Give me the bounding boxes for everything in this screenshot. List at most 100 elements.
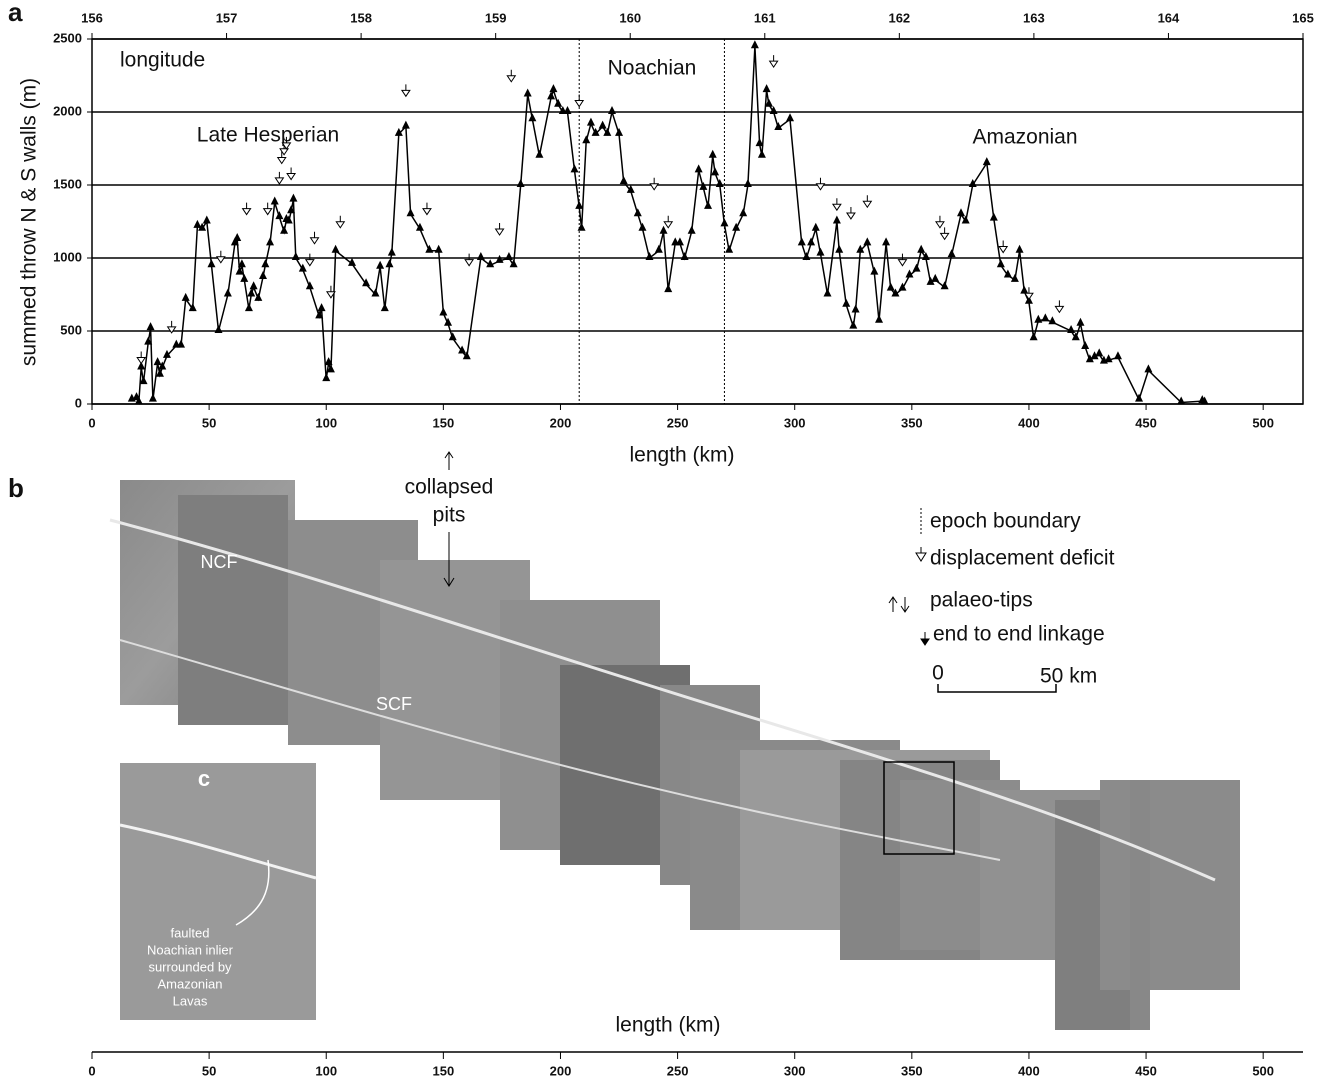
data-point (388, 248, 396, 256)
x-tick-label: 500 (1252, 1063, 1274, 1078)
data-point (997, 259, 1005, 267)
data-point (587, 118, 595, 126)
data-point (318, 303, 326, 311)
data-point (261, 259, 269, 267)
deficit-marker (264, 203, 272, 215)
data-point (1144, 364, 1152, 372)
data-point (1016, 245, 1024, 253)
data-point (149, 394, 157, 402)
x-tick-label: 350 (901, 415, 923, 430)
data-point (655, 245, 663, 253)
annotation: collapsed (405, 476, 494, 499)
data-point (1034, 315, 1042, 323)
top-tick-label: 164 (1158, 10, 1180, 25)
x-axis-label: length (km) (615, 1014, 720, 1037)
data-point (182, 293, 190, 301)
y-tick-label: 1000 (53, 249, 82, 264)
data-point (931, 274, 939, 282)
data-point (254, 293, 262, 301)
data-point (863, 237, 871, 245)
x-tick-label: 300 (784, 1063, 806, 1078)
y-tick-label: 0 (75, 395, 82, 410)
x-tick-label: 50 (202, 415, 216, 430)
legend-symbol (889, 597, 909, 612)
data-point (214, 325, 222, 333)
data-point (517, 179, 525, 187)
data-point (875, 315, 883, 323)
x-tick-label: 300 (784, 415, 806, 430)
x-tick-label: 100 (315, 415, 337, 430)
y-tick-label: 2500 (53, 30, 82, 45)
data-point (266, 237, 274, 245)
x-tick-label: 400 (1018, 1063, 1040, 1078)
deficit-marker (287, 168, 295, 180)
fault-label: SCF (376, 694, 412, 714)
data-point (849, 321, 857, 329)
data-point (913, 264, 921, 272)
data-point (716, 179, 724, 187)
panel-label: b (8, 473, 24, 503)
deficit-marker (816, 178, 824, 190)
x-tick-label: 500 (1252, 415, 1274, 430)
top-tick-label: 161 (754, 10, 776, 25)
data-point (477, 252, 485, 260)
data-point (381, 303, 389, 311)
data-point (709, 150, 717, 158)
data-point (1076, 318, 1084, 326)
top-tick-label: 159 (485, 10, 507, 25)
scale-label: 0 (932, 662, 944, 685)
data-point (402, 121, 410, 129)
x-tick-label: 400 (1018, 415, 1040, 430)
data-point (870, 267, 878, 275)
data-point (739, 208, 747, 216)
data-point (887, 283, 895, 291)
scale-label: 50 km (1040, 665, 1097, 688)
legend-symbol (921, 632, 929, 645)
legend-entry: end to end linkage (933, 623, 1105, 646)
legend-entry: epoch boundary (930, 510, 1081, 533)
data-point (271, 197, 279, 205)
data-point (582, 135, 590, 143)
data-point (763, 84, 771, 92)
data-point (250, 281, 258, 289)
data-point (240, 274, 248, 282)
top-tick-label: 160 (619, 10, 641, 25)
epoch-label: Amazonian (972, 126, 1077, 149)
data-point (842, 299, 850, 307)
deficit-marker (217, 251, 225, 263)
data-point (275, 211, 283, 219)
data-point (147, 322, 155, 330)
annotation: pits (433, 504, 466, 527)
deficit-marker (1055, 300, 1063, 312)
data-point (990, 213, 998, 221)
data-point (435, 245, 443, 253)
data-point (154, 357, 162, 365)
data-point (407, 208, 415, 216)
data-point (824, 289, 832, 297)
legend-symbol (916, 547, 926, 561)
inset-caption: Noachian inlier (147, 942, 234, 957)
x-tick-label: 150 (433, 415, 455, 430)
deficit-marker (898, 254, 906, 266)
data-point (280, 226, 288, 234)
x-axis-label: length (km) (629, 444, 734, 467)
top-axis-label: longitude (120, 49, 205, 72)
data-point (833, 216, 841, 224)
data-point (376, 261, 384, 269)
deficit-marker (423, 203, 431, 215)
inset-label: c (198, 766, 210, 791)
data-point (688, 226, 696, 234)
deficit-marker (402, 84, 410, 96)
data-point (535, 150, 543, 158)
x-tick-label: 350 (901, 1063, 923, 1078)
y-tick-label: 2000 (53, 103, 82, 118)
data-point (627, 185, 635, 193)
data-point (695, 164, 703, 172)
data-point (1114, 351, 1122, 359)
x-tick-label: 200 (550, 1063, 572, 1078)
x-tick-label: 250 (667, 1063, 689, 1078)
data-point (524, 88, 532, 96)
data-point (816, 248, 824, 256)
inset-caption: faulted (170, 925, 209, 940)
top-tick-label: 156 (81, 10, 103, 25)
